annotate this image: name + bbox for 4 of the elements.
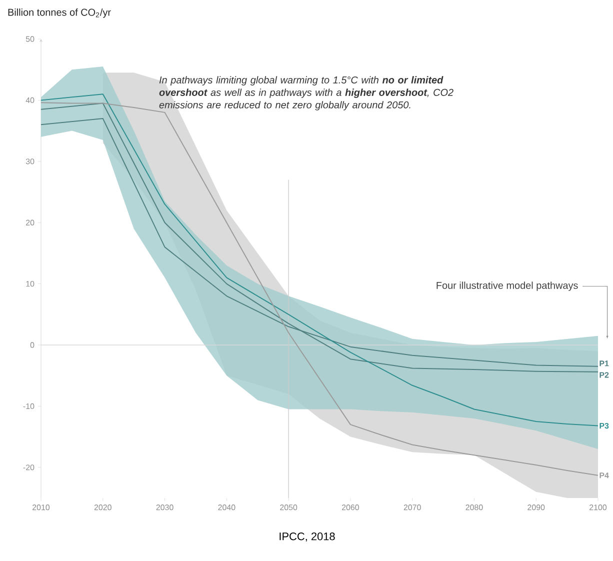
- text: IPCC, 2018: [280, 532, 335, 542]
- annotation: Four illustrative model pathways: [436, 282, 578, 291]
- text: In pathways limiting global warming to 1.5°C with no or limited overshoot as well as in pathways with a higher overshoot, CO2 emissions are reduced to net zero globally around 2050.: [159, 76, 454, 110]
- y-axis-title: Billion tonnes of CO$_{2}$/yr: [8, 8, 111, 18]
